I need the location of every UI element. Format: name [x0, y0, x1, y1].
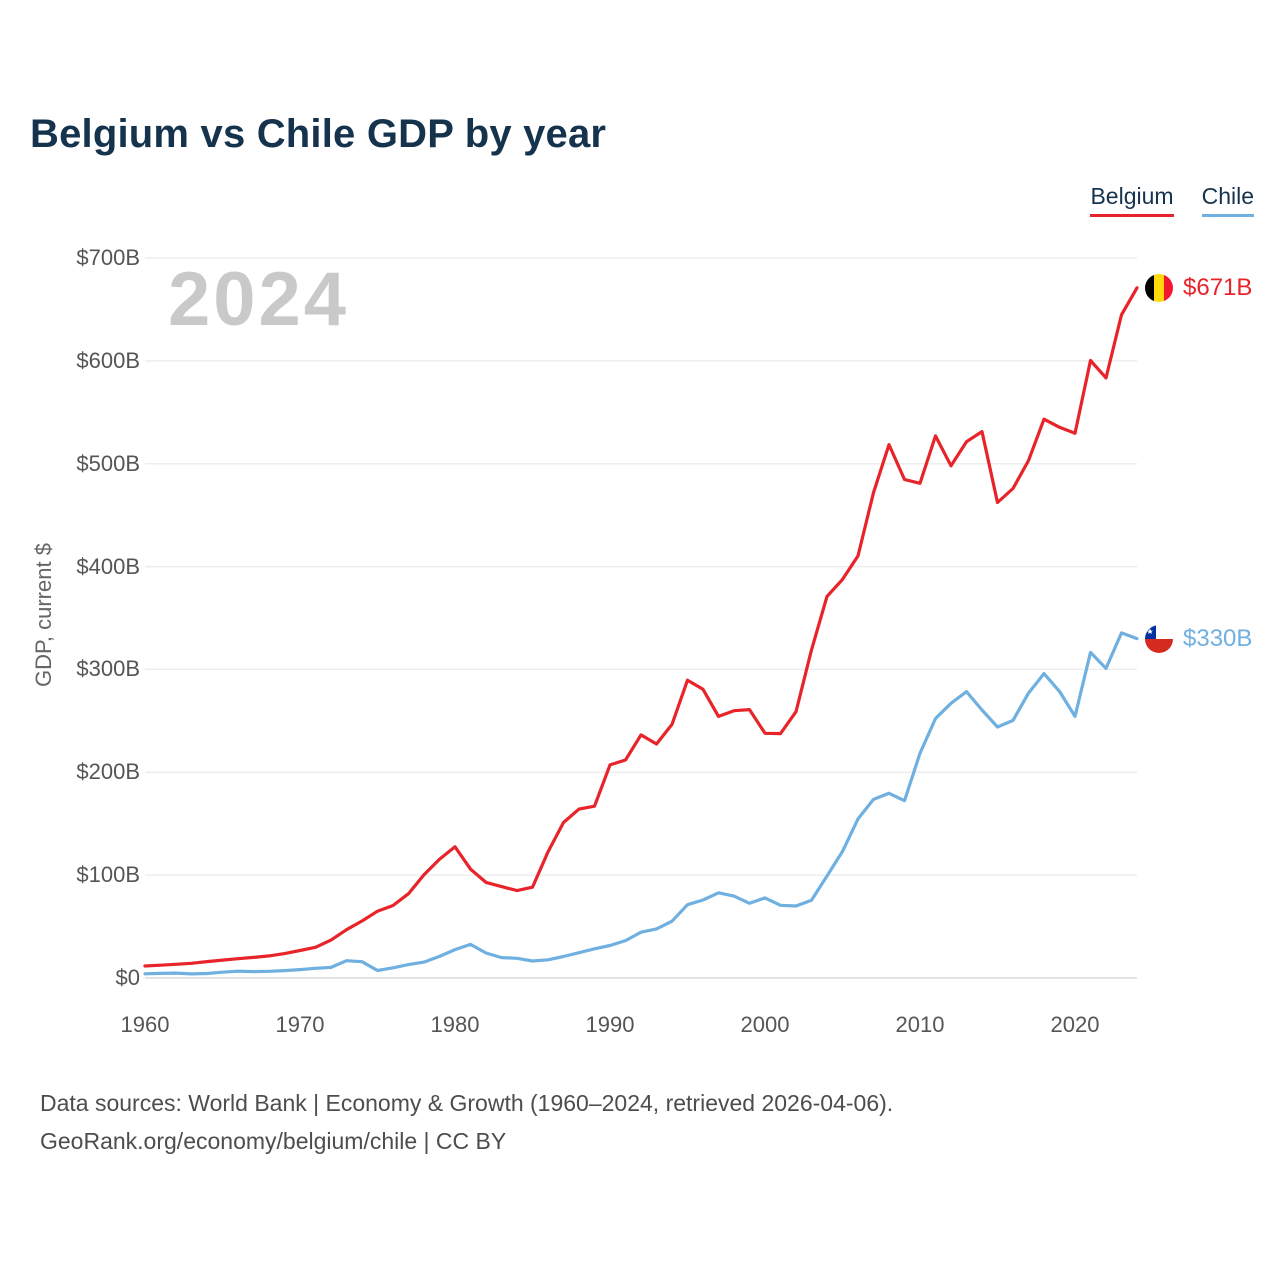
y-tick-label: $400B: [76, 553, 140, 579]
footer-attribution: GeoRank.org/economy/belgium/chile | CC B…: [40, 1128, 507, 1154]
y-tick-label: $700B: [76, 245, 140, 270]
y-tick-label: $600B: [76, 347, 140, 373]
x-tick-label: 1990: [585, 1012, 635, 1037]
y-tick-label: $300B: [76, 656, 140, 682]
x-tick-label: 1980: [430, 1012, 480, 1037]
legend-item-chile[interactable]: Chile: [1201, 183, 1254, 217]
page-title: Belgium vs Chile GDP by year: [30, 112, 607, 156]
legend: Belgium Chile: [1090, 183, 1254, 217]
x-tick-label: 2000: [740, 1012, 790, 1037]
watermark-year: 2024: [168, 257, 350, 342]
x-tick-label: 1970: [275, 1012, 325, 1037]
series-line-chile: [143, 631, 1139, 976]
x-tick-label: 1960: [120, 1012, 170, 1037]
belgium-end-value: $671B: [1183, 273, 1253, 301]
chile-flag-icon: [1145, 624, 1173, 653]
footer: Data sources: World Bank | Economy & Gro…: [40, 1084, 893, 1160]
x-tick-label: 2010: [895, 1012, 945, 1037]
gdp-line-chart: [143, 257, 1139, 979]
footer-sources: Data sources: World Bank | Economy & Gro…: [40, 1090, 894, 1116]
y-tick-label: $500B: [76, 450, 140, 476]
legend-item-belgium[interactable]: Belgium: [1090, 183, 1174, 217]
y-tick-label: $0: [115, 965, 140, 990]
series-line-belgium: [143, 286, 1139, 968]
y-tick-label: $100B: [76, 862, 140, 888]
chile-end-label: $330B: [1144, 623, 1252, 655]
y-tick-label: $200B: [76, 759, 140, 785]
belgium-end-label: $671B: [1144, 272, 1252, 304]
x-tick-label: 2020: [1050, 1012, 1100, 1037]
belgium-flag-icon: [1145, 273, 1173, 302]
chile-end-value: $330B: [1183, 624, 1253, 652]
